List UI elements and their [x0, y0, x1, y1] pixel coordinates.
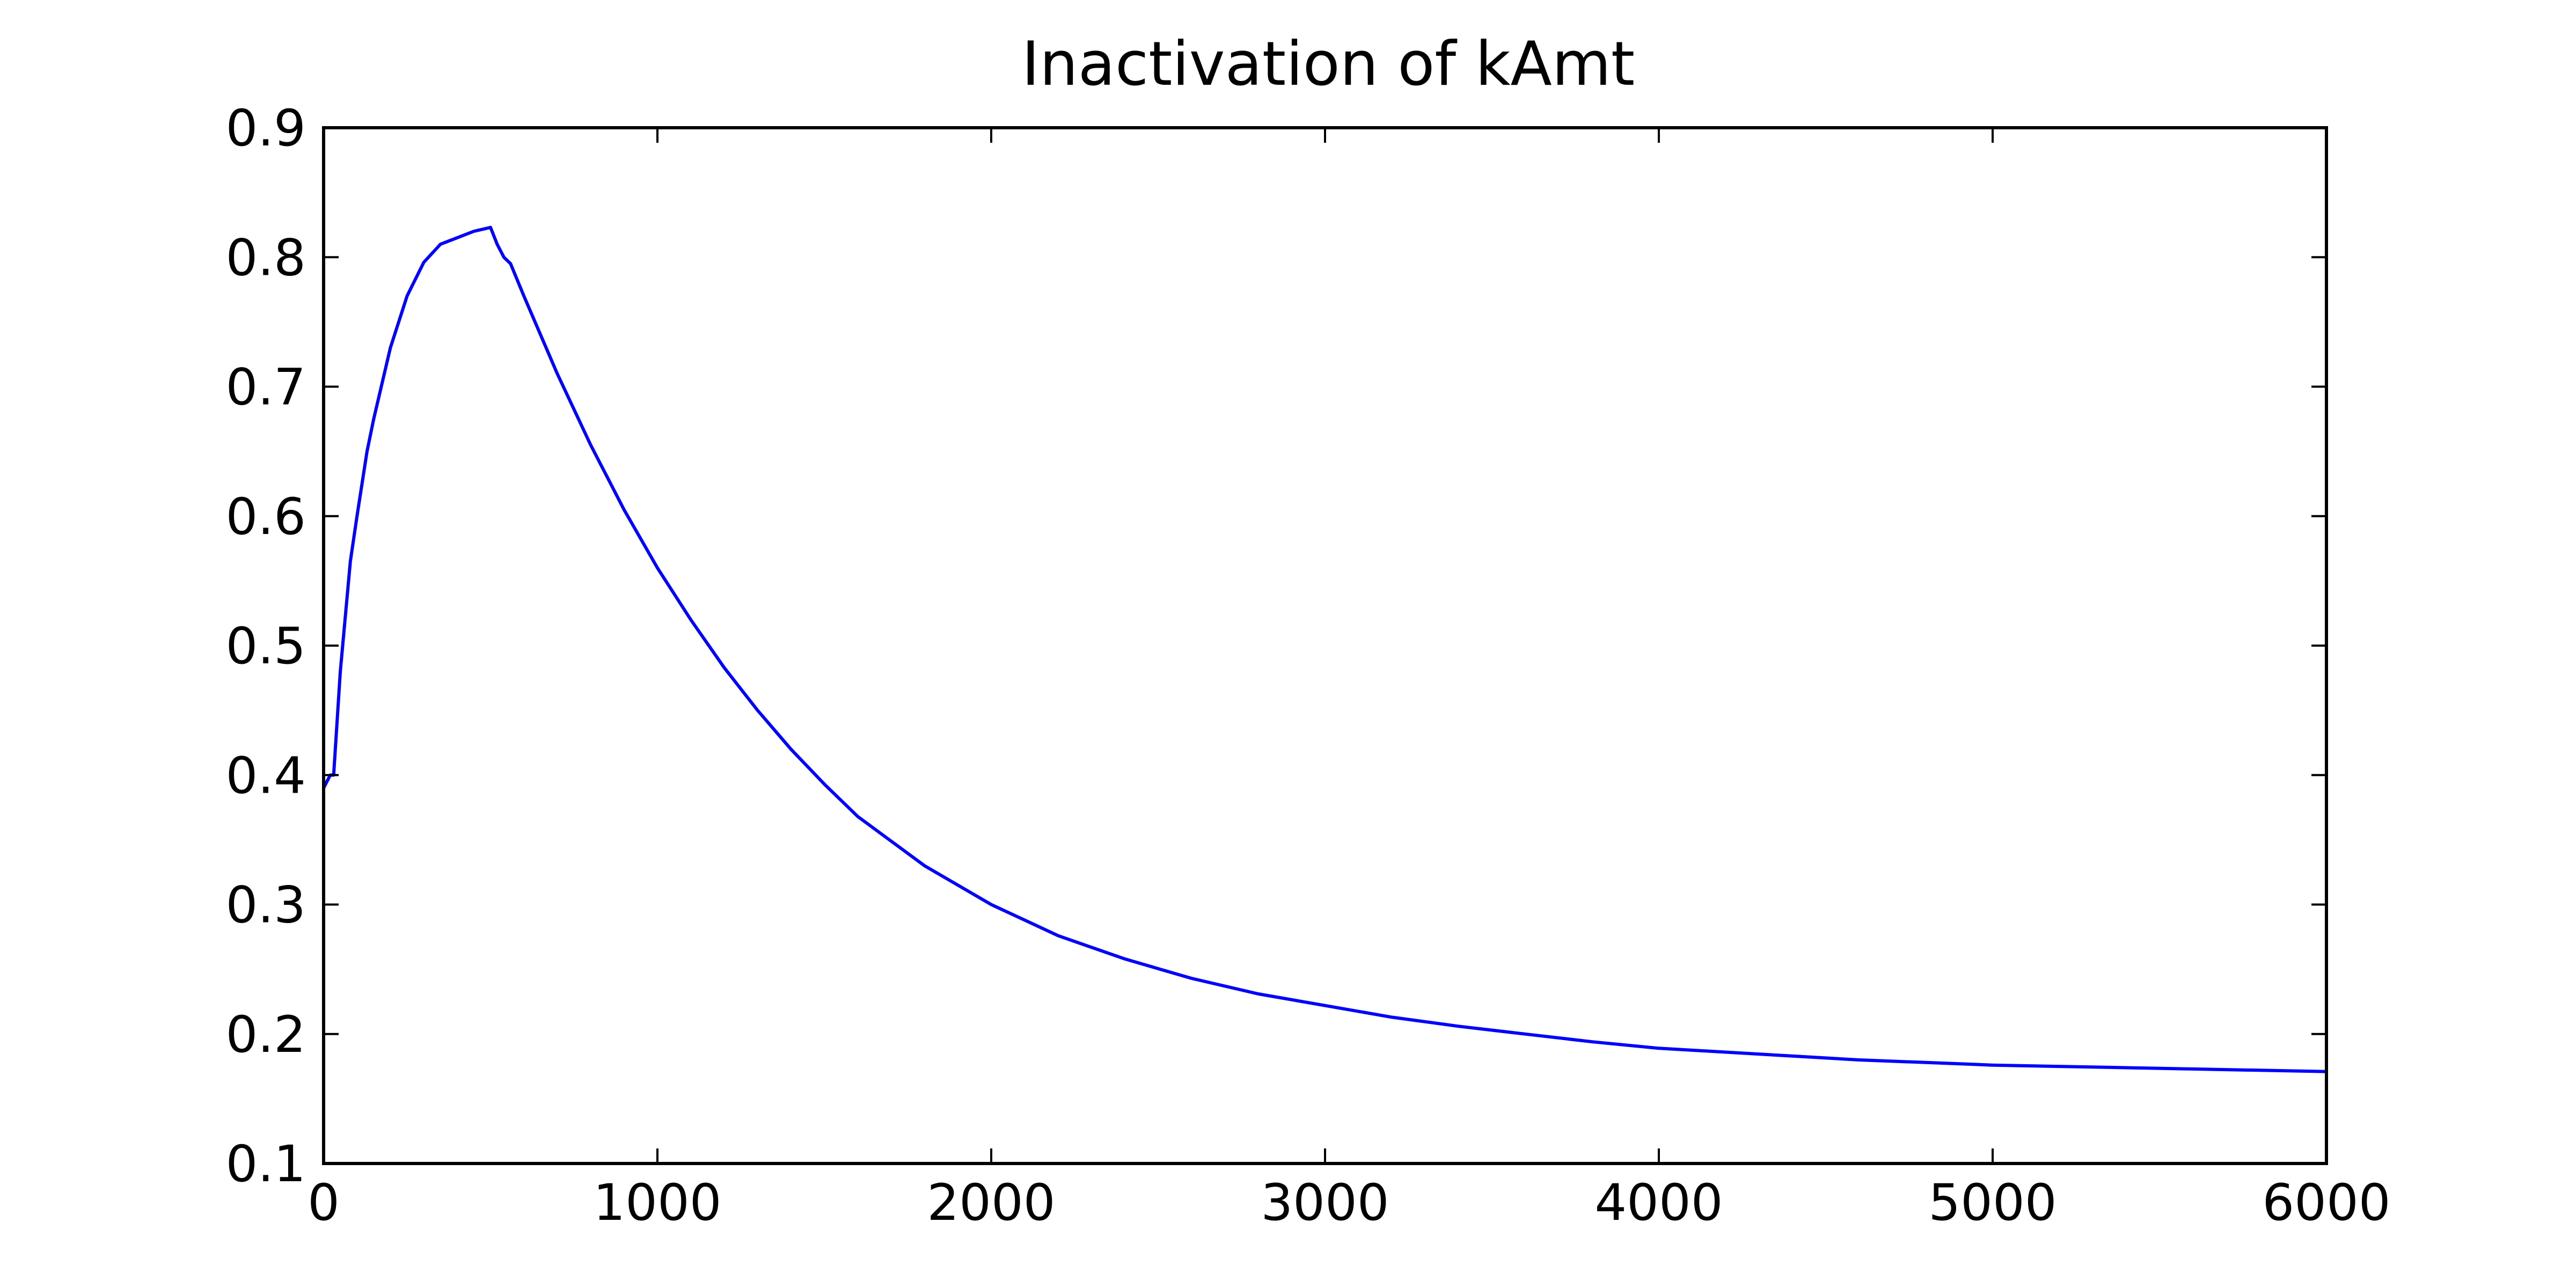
y-tick-label: 0.2: [226, 1006, 306, 1064]
x-tick-label: 3000: [1261, 1174, 1389, 1232]
y-tick-label: 0.7: [226, 358, 306, 417]
y-tick-label: 0.6: [226, 488, 306, 546]
y-tick-label: 0.9: [226, 99, 306, 158]
y-tick-label: 0.3: [226, 876, 306, 935]
x-tick-label: 2000: [927, 1174, 1055, 1232]
y-tick-label: 0.1: [226, 1135, 306, 1194]
axes-frame: [322, 126, 2328, 1165]
x-tick-label: 0: [308, 1174, 340, 1232]
series-line-0: [324, 225, 2326, 1073]
y-tick-label: 0.8: [226, 229, 306, 287]
plot-area: 0 1000 2000 3000 4000 5000 6000 0.1 0.2 0.3 0.4 0.5…: [226, 99, 2391, 1232]
x-tick-label: 6000: [2262, 1174, 2390, 1232]
x-tick-label: 5000: [1928, 1174, 2057, 1232]
x-tick-label: 4000: [1594, 1174, 1723, 1232]
y-tick-label: 0.4: [226, 747, 306, 805]
y-tick-label: 0.5: [226, 617, 306, 676]
chart-title: Inactivation of kAmt: [1022, 28, 1635, 99]
x-tick-label: 1000: [593, 1174, 721, 1232]
